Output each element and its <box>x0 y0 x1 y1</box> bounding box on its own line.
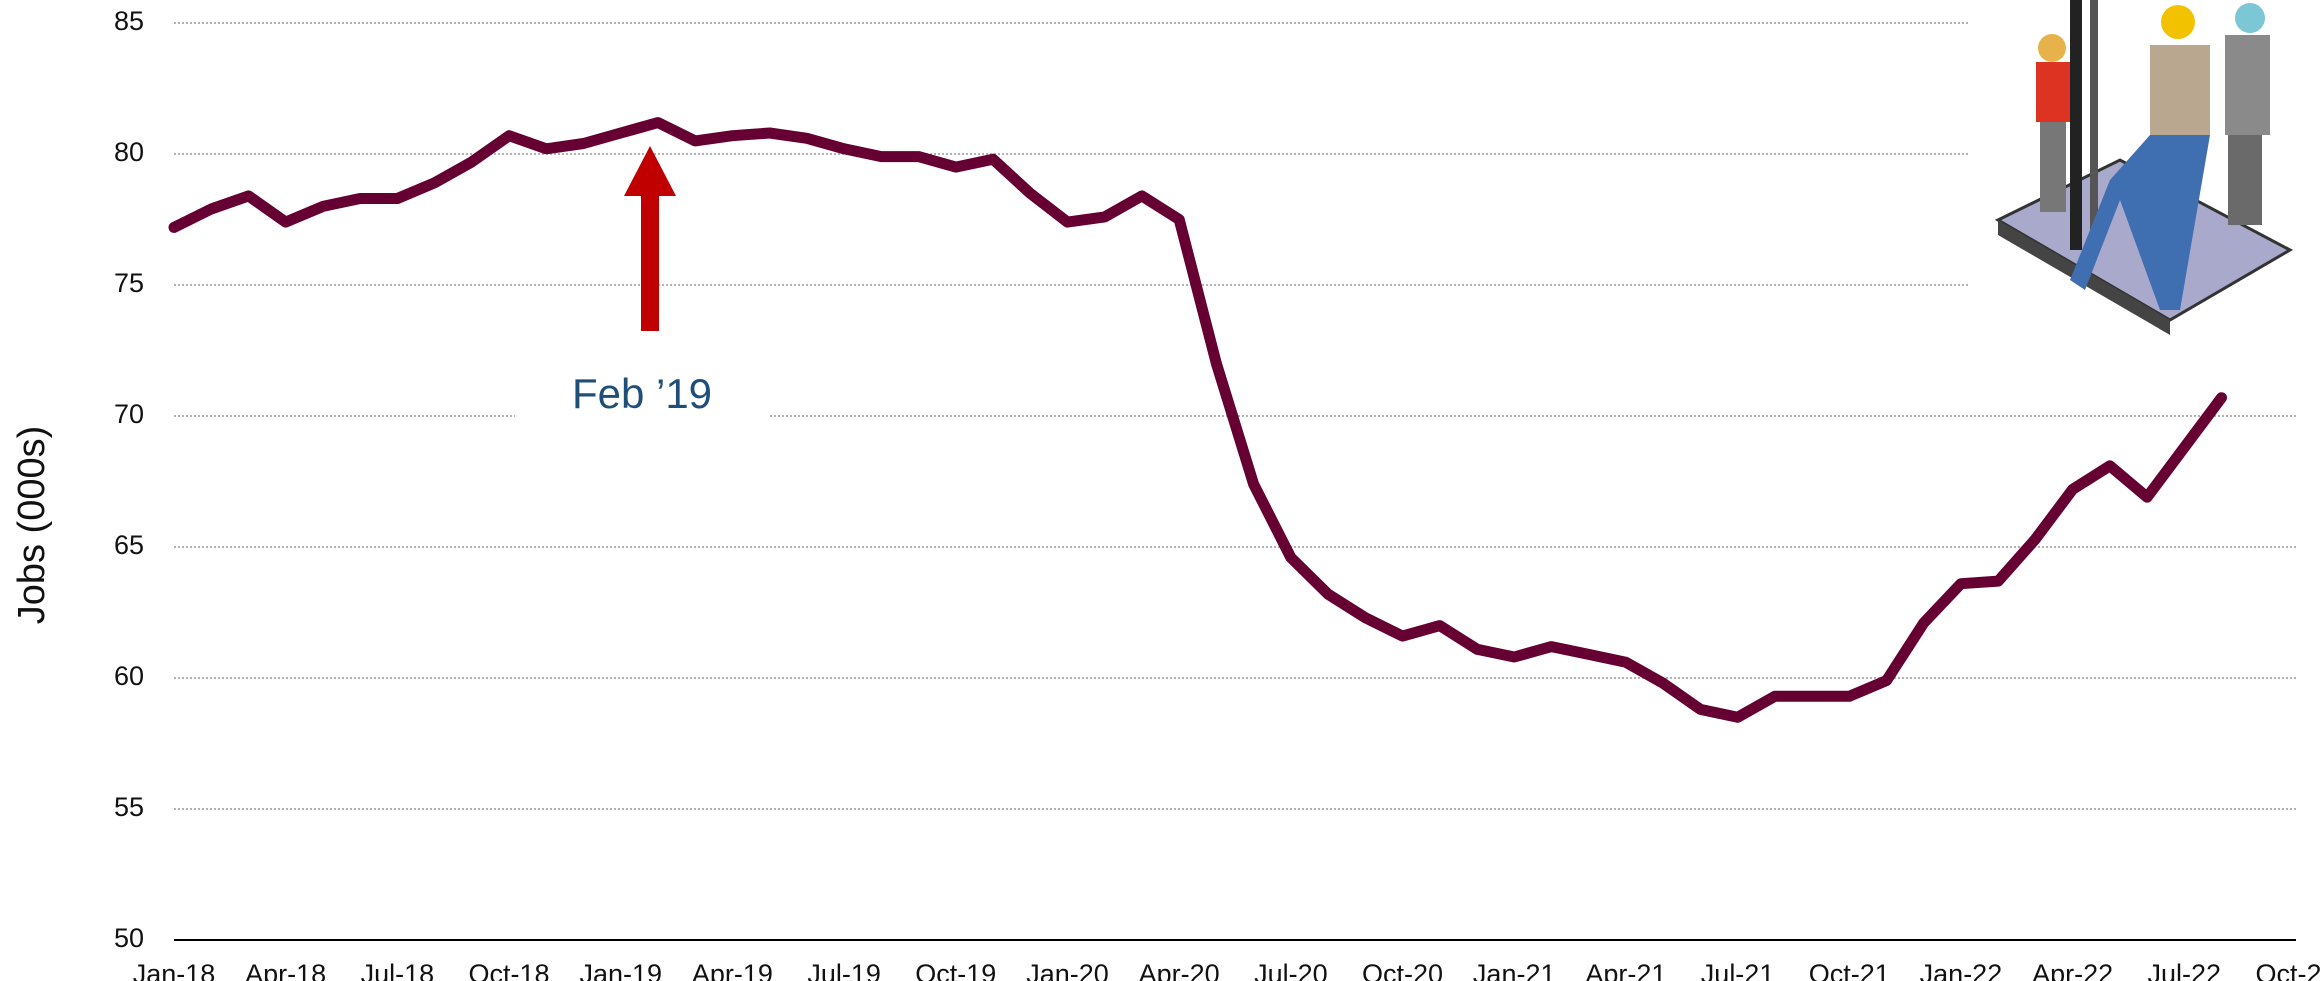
worker-legs <box>2228 135 2262 225</box>
y-tick-label: 50 <box>114 923 144 953</box>
x-tick-label: Oct-18 <box>469 959 550 981</box>
y-tick-label: 65 <box>114 530 144 560</box>
worker-body <box>2225 35 2270 135</box>
x-tick-label: Jul-19 <box>807 959 881 981</box>
x-tick-label: Jul-21 <box>1701 959 1775 981</box>
x-tick-label: Jan-20 <box>1026 959 1109 981</box>
data-line <box>168 117 2227 723</box>
x-tick-label: Apr-22 <box>2032 959 2113 981</box>
worker-head <box>2235 3 2265 33</box>
y-tick-label: 70 <box>114 399 144 429</box>
x-tick-label: Jul-22 <box>2148 959 2222 981</box>
worker-illustration <box>1968 0 2308 340</box>
x-tick-label: Jul-18 <box>361 959 435 981</box>
x-tick-label: Apr-21 <box>1585 959 1666 981</box>
x-tick-label: Apr-20 <box>1139 959 1220 981</box>
x-tick-label: Apr-19 <box>692 959 773 981</box>
worker-legs <box>2040 122 2066 212</box>
x-tick-label: Jan-22 <box>1920 959 2003 981</box>
x-tick-label: Oct-21 <box>1809 959 1890 981</box>
annotation-arrow <box>624 146 676 331</box>
pipe <box>2090 0 2098 250</box>
x-tick-label: Oct-20 <box>1362 959 1443 981</box>
x-tick-label: Jan-18 <box>133 959 216 981</box>
x-tick-label: Oct-19 <box>915 959 996 981</box>
worker-head <box>2161 5 2195 39</box>
annotation: Feb ’19 <box>572 370 712 417</box>
x-tick-label: Apr-18 <box>245 959 326 981</box>
y-tick-label: 85 <box>114 6 144 36</box>
x-tick-label: Oct-22 <box>2255 959 2323 981</box>
x-tick-label: Jan-19 <box>579 959 662 981</box>
x-tick-label: Jan-21 <box>1473 959 1556 981</box>
worker-head <box>2038 34 2066 62</box>
y-tick-label: 75 <box>114 268 144 298</box>
worker-legs <box>2070 135 2210 310</box>
annotation-bg <box>515 360 770 430</box>
x-tick-label: Jul-20 <box>1254 959 1328 981</box>
y-tick-label: 80 <box>114 137 144 167</box>
pipe <box>2070 0 2082 250</box>
worker-body <box>2036 62 2070 122</box>
y-tick-label: 60 <box>114 661 144 691</box>
y-tick-label: 55 <box>114 792 144 822</box>
y-axis-label: Jobs (000s) <box>11 426 53 625</box>
worker-body <box>2150 45 2210 135</box>
